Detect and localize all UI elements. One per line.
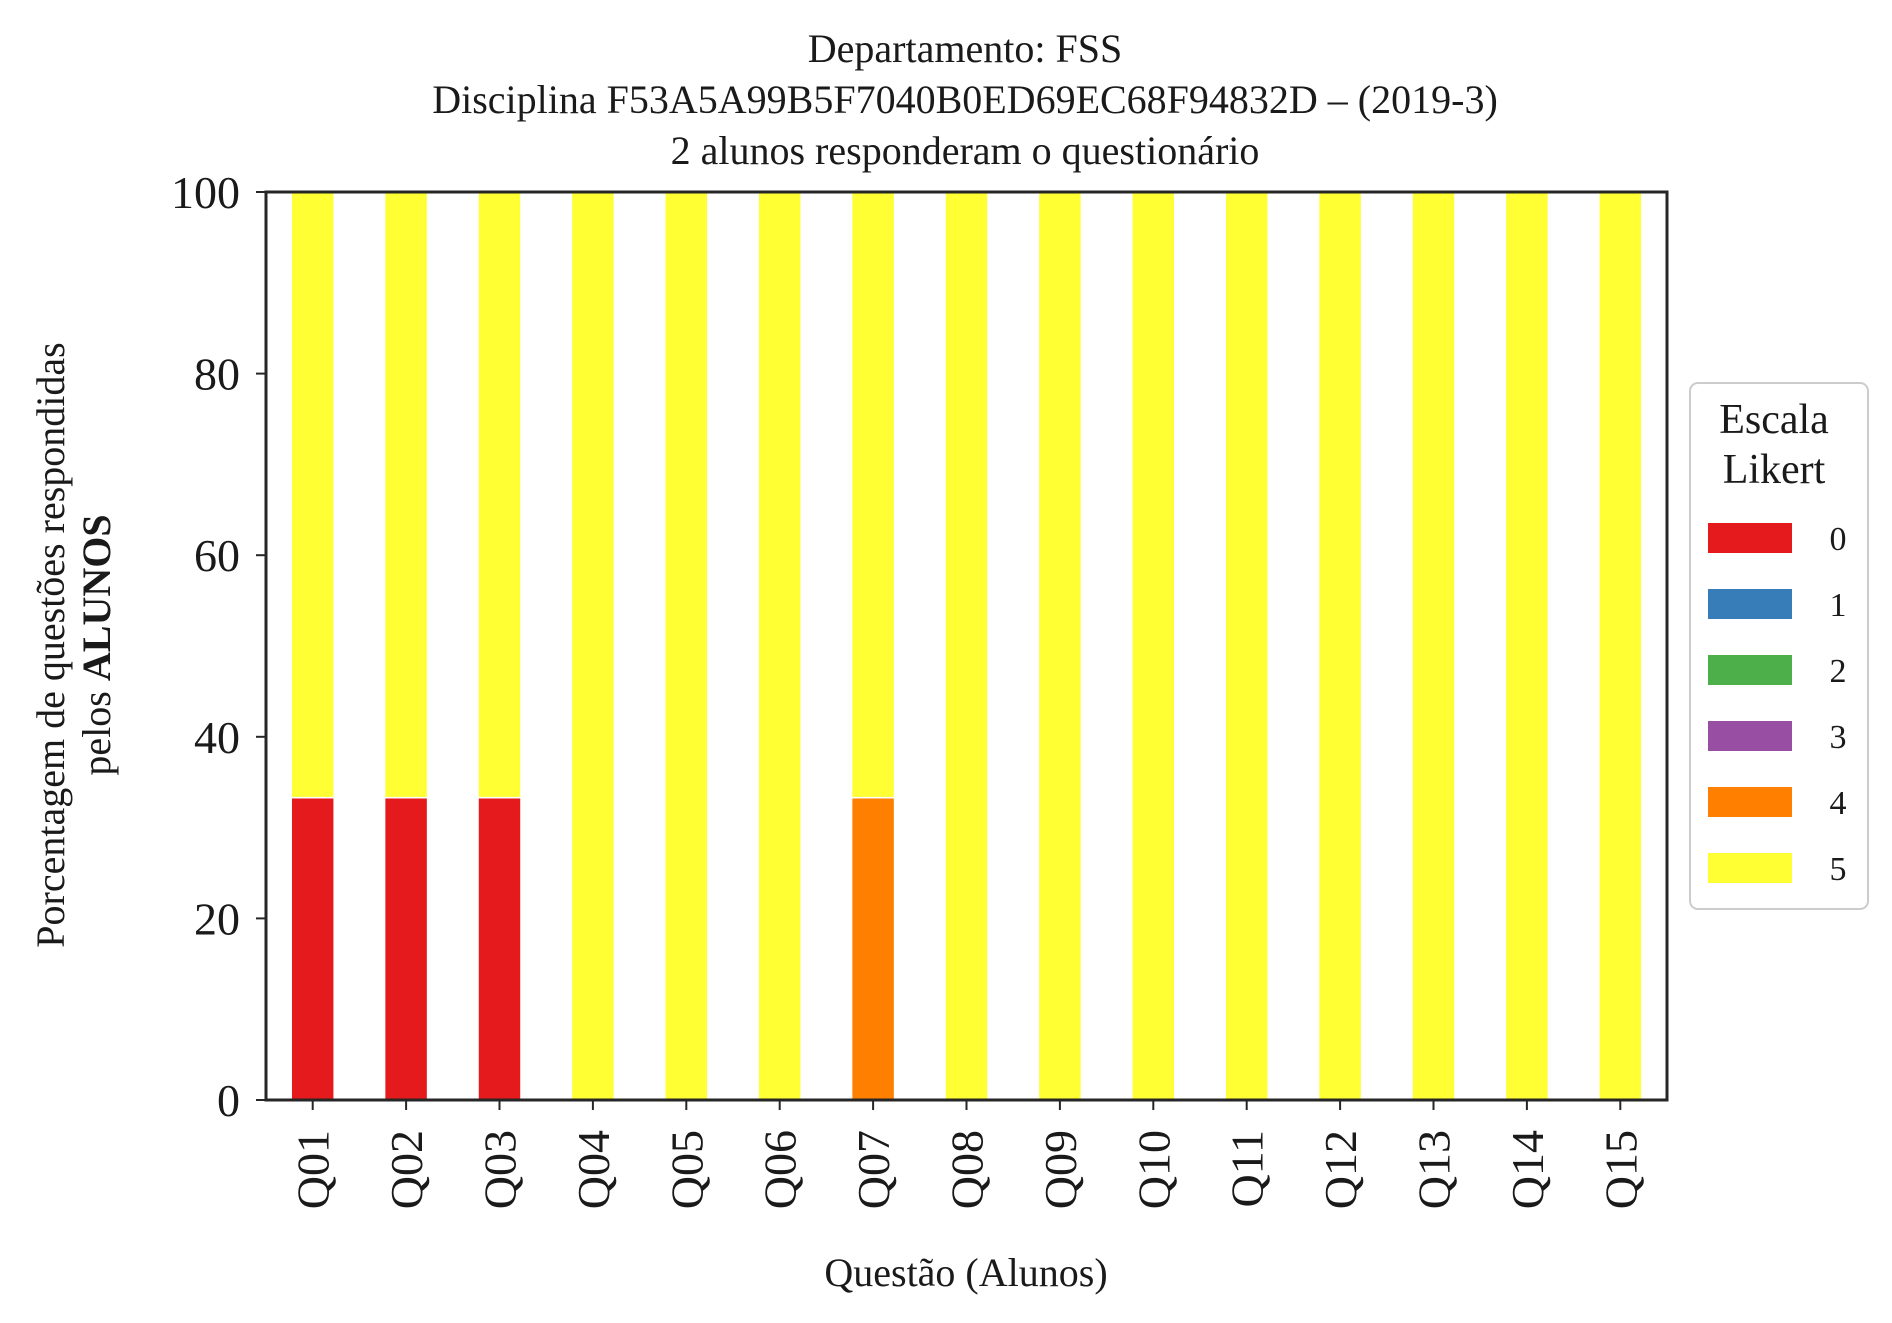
legend-title-line-2: Likert: [1723, 447, 1826, 493]
bar-q02-likert-0: [383, 796, 429, 1101]
legend-title-line-1: Escala: [1719, 397, 1829, 443]
bar-q04-likert-5: [570, 191, 616, 1101]
legend-swatch-1: [1708, 589, 1792, 619]
y-tick-label-80: 80: [194, 349, 240, 400]
bar-q11-likert-5: [1224, 191, 1269, 1101]
legend-swatch-2: [1708, 655, 1792, 685]
y-tick-label-20: 20: [194, 893, 240, 944]
bar-q01-likert-0: [290, 796, 335, 1101]
y-tick-label-100: 100: [171, 167, 240, 218]
x-tick-label-q11: Q11: [1222, 1130, 1273, 1208]
legend-items: 0 1 2 3 4 5: [1708, 521, 1847, 888]
y-tick-label-0: 0: [217, 1075, 240, 1126]
legend-label-4: 4: [1830, 785, 1847, 822]
chart-title-line-1: Departamento: FSS: [808, 26, 1122, 71]
bar-q12-likert-5: [1317, 191, 1363, 1101]
bar-q10-likert-5: [1131, 191, 1176, 1101]
bar-q02-likert-5: [383, 191, 429, 799]
y-axis-label-line-2: pelos ALUNOS: [74, 514, 119, 775]
legend: Escala Likert 0 1 2 3 4 5: [1689, 382, 1869, 910]
bar-q01-likert-5: [290, 191, 335, 799]
x-tick-label-q14: Q14: [1502, 1130, 1553, 1209]
bar-q09-likert-5: [1037, 191, 1083, 1101]
bar-q08-likert-5: [944, 191, 989, 1101]
x-tick-label-q06: Q06: [755, 1130, 806, 1209]
x-tick-label-q09: Q09: [1035, 1130, 1086, 1209]
legend-swatch-3: [1708, 721, 1792, 751]
x-axis-label: Questão (Alunos): [824, 1250, 1107, 1295]
x-tick-label-q01: Q01: [288, 1130, 339, 1209]
x-tick-label-q05: Q05: [661, 1130, 712, 1209]
x-tick-label-q07: Q07: [848, 1130, 899, 1209]
x-tick-label-q04: Q04: [568, 1130, 619, 1209]
x-tick-label-q10: Q10: [1128, 1130, 1179, 1209]
chart-title-line-2: Disciplina F53A5A99B5F7040B0ED69EC68F948…: [432, 77, 1498, 122]
chart-title: Departamento: FSS Disciplina F53A5A99B5F…: [432, 26, 1498, 173]
x-axis-ticks: Q01 Q02 Q03 Q04 Q05 Q06 Q07 Q08 Q09 Q10 Q11 Q12 Q13 Q…: [288, 1100, 1646, 1209]
legend-swatch-0: [1708, 523, 1792, 553]
y-axis-label: Porcentagem de questões respondidas pelo…: [28, 342, 119, 947]
y-axis-label-prefix: pelos: [74, 681, 119, 775]
y-axis-ticks: 0 20 40 60 80 100: [171, 167, 266, 1126]
legend-label-1: 1: [1830, 587, 1847, 624]
bar-q06-likert-5: [757, 191, 802, 1101]
x-tick-label-q08: Q08: [942, 1130, 993, 1209]
x-tick-label-q15: Q15: [1595, 1130, 1646, 1209]
legend-label-0: 0: [1830, 521, 1847, 558]
bar-q03-likert-0: [477, 796, 522, 1101]
x-tick-label-q03: Q03: [475, 1130, 526, 1209]
bar-q03-likert-5: [477, 191, 522, 799]
plot-frame: [264, 190, 1669, 1102]
y-tick-label-40: 40: [194, 712, 240, 763]
x-tick-label-q12: Q12: [1315, 1130, 1366, 1209]
legend-swatch-4: [1708, 787, 1792, 817]
y-axis-label-line-1: Porcentagem de questões respondidas: [28, 342, 73, 947]
bars-layer: [290, 191, 1643, 1101]
legend-label-5: 5: [1830, 851, 1847, 888]
bar-q05-likert-5: [664, 191, 709, 1101]
legend-box: [1689, 382, 1869, 910]
x-tick-label-q13: Q13: [1409, 1130, 1460, 1209]
bar-q07-likert-5: [850, 191, 896, 799]
legend-label-2: 2: [1830, 653, 1847, 690]
bar-q07-likert-4: [850, 796, 896, 1101]
legend-label-3: 3: [1830, 719, 1847, 756]
y-axis-label-bold: ALUNOS: [74, 514, 119, 681]
legend-swatch-5: [1708, 853, 1792, 883]
x-tick-label-q02: Q02: [381, 1130, 432, 1209]
bar-q15-likert-5: [1598, 191, 1643, 1101]
chart-title-line-3: 2 alunos responderam o questionário: [671, 128, 1260, 173]
bar-q14-likert-5: [1504, 191, 1550, 1101]
bar-q13-likert-5: [1411, 191, 1456, 1101]
y-tick-label-60: 60: [194, 530, 240, 581]
